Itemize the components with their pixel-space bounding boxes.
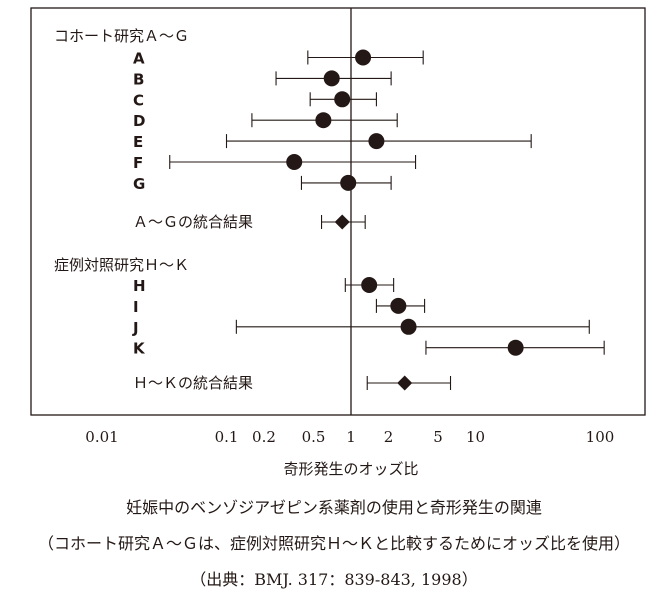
study-label: E xyxy=(133,133,143,151)
pooled-diamond xyxy=(334,214,350,230)
study-label: G xyxy=(133,175,145,193)
study-point xyxy=(361,277,378,293)
study-label: K xyxy=(133,340,146,358)
study-label: B xyxy=(133,70,144,88)
x-tick-label: 1 xyxy=(346,428,356,446)
x-axis-label: 奇形発生のオッズ比 xyxy=(283,460,418,478)
study-point xyxy=(355,49,372,66)
x-tick-label: 0.01 xyxy=(85,428,118,446)
study-label: C xyxy=(133,91,144,109)
x-tick-label: 100 xyxy=(586,428,615,446)
study-point xyxy=(340,174,357,191)
x-tick-label: 10 xyxy=(466,428,485,446)
study-point xyxy=(315,112,332,129)
study-label: I xyxy=(133,298,139,316)
pooled-diamond xyxy=(397,375,413,391)
study-point xyxy=(507,339,524,356)
study-label: A xyxy=(133,50,145,68)
forest-plot: 0.01 0.1 0.2 0.5 1 2 5 10 100 奇形発生のオッズ比 コホート研究Ａ～Ｇ A… xyxy=(30,7,646,478)
pooled-label: Ａ～Ｇの統合結果 xyxy=(133,213,253,231)
study-point xyxy=(400,318,417,335)
x-tick-label: 0.5 xyxy=(302,428,326,446)
study-label: H xyxy=(133,277,146,295)
study-point xyxy=(286,154,303,170)
study-label: D xyxy=(133,112,145,130)
plot-frame xyxy=(30,7,646,416)
x-tick-label: 2 xyxy=(384,428,394,446)
group-heading: 症例対照研究Ｈ～Ｋ xyxy=(54,256,189,274)
study-point xyxy=(323,70,340,87)
chart-note: （コホート研究Ａ～Ｇは、症例対照研究Ｈ～Ｋと比較するためにオッズ比を使用） xyxy=(37,534,630,553)
group-heading: コホート研究Ａ～Ｇ xyxy=(54,27,189,45)
pooled-label: Ｈ～Ｋの統合結果 xyxy=(133,374,253,392)
chart-source: （出典：BMJ. 317：839-843, 1998） xyxy=(190,570,478,589)
x-tick-label: 0.1 xyxy=(215,428,239,446)
x-tick-label: 0.2 xyxy=(252,428,276,446)
study-point xyxy=(390,297,407,314)
study-point xyxy=(334,91,351,108)
chart-title: 妊娠中のベンゾジアゼピン系薬剤の使用と奇形発生の関連 xyxy=(126,498,542,517)
x-tick-label: 5 xyxy=(433,428,443,446)
study-point xyxy=(368,133,385,150)
study-label: J xyxy=(132,319,139,337)
study-label: F xyxy=(133,154,143,172)
